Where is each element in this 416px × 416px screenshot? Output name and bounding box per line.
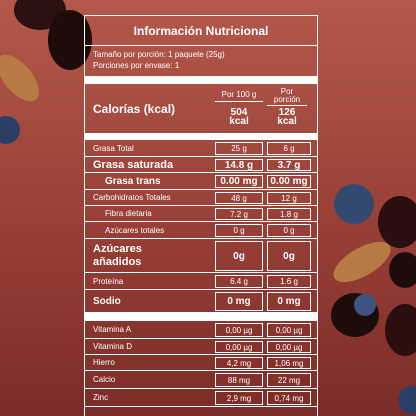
nutrient-label: Grasa Total [93, 143, 134, 153]
blueberry [354, 294, 376, 316]
row-line [85, 389, 317, 407]
col1-header: Por 100 g [215, 88, 263, 102]
nutrient-label: Zinc [93, 393, 109, 402]
value-per-100g: 2,9 mg [215, 391, 263, 405]
row-line [85, 140, 317, 157]
calories-label: Calorías (kcal) [93, 101, 176, 116]
value-per-100g: 0.00 mg [215, 175, 263, 188]
col2-calories: 126 kcal [277, 107, 297, 127]
blueberry [398, 386, 416, 414]
col2-header: Por porción [267, 86, 307, 106]
col1-calories: 504 kcal [229, 107, 249, 127]
servings: Porciones por envase: 1 [93, 61, 180, 70]
chocolate [385, 304, 416, 356]
row-line [85, 239, 317, 273]
row-line [85, 371, 317, 389]
divider-bar [85, 76, 317, 84]
row-line [85, 173, 317, 190]
row-line [85, 157, 317, 173]
value-per-serving: 1,06 mg [267, 357, 311, 369]
value-per-serving: 0.00 mg [267, 175, 311, 188]
value-per-serving: 6 g [267, 142, 311, 155]
value-per-serving: 0,74 mg [267, 391, 311, 405]
nutrient-label: Vitamina D [93, 342, 132, 351]
value-per-100g: 4,2 mg [215, 357, 263, 369]
blueberry [0, 116, 20, 144]
row-line [85, 339, 317, 355]
value-per-100g: 0g [215, 241, 263, 271]
nutrient-label: Carbohidratos Totales [93, 193, 171, 202]
nutrient-label: Azúcares añadidos [93, 243, 142, 268]
value-per-serving: 0,00 µg [267, 341, 311, 353]
nutrient-label: Grasa saturada [93, 158, 174, 171]
value-per-serving: 1.8 g [267, 208, 311, 220]
value-per-100g: 0 mg [215, 292, 263, 311]
nutrient-label: Calcio [93, 375, 116, 384]
row-line [85, 190, 317, 206]
row-line [85, 206, 317, 222]
nutrient-label: Vitamina A [93, 325, 132, 334]
nutrient-label: Grasa trans [105, 175, 161, 187]
row-line [85, 321, 317, 339]
nutrient-label: Hierro [93, 358, 115, 367]
value-per-100g: 14.8 g [215, 159, 263, 171]
row-line [85, 290, 317, 313]
value-per-serving: 0 g [267, 224, 311, 237]
title: Información Nutricional [85, 16, 317, 46]
value-per-100g: 0,00 µg [215, 341, 263, 353]
value-per-serving: 0,00 µg [267, 323, 311, 337]
almond [333, 241, 391, 283]
nutrient-label: Sodio [93, 295, 121, 307]
value-per-serving: 0g [267, 241, 311, 271]
value-per-100g: 88 mg [215, 373, 263, 387]
row-line [85, 273, 317, 290]
value-per-serving: 0 mg [267, 292, 311, 311]
nutrient-label: Proteína [93, 276, 124, 286]
value-per-100g: 48 g [215, 192, 263, 204]
value-per-serving: 1.6 g [267, 275, 311, 288]
value-per-100g: 0,00 µg [215, 323, 263, 337]
nutrient-label: Azúcares totales [105, 225, 165, 235]
value-per-serving: 22 mg [267, 373, 311, 387]
nutrition-table: Información Nutricional Tamaño por porci… [84, 15, 318, 416]
divider-bar [85, 133, 317, 140]
blueberry [334, 184, 374, 224]
value-per-serving: 12 g [267, 192, 311, 204]
almond [0, 54, 39, 102]
row-line [85, 222, 317, 239]
value-per-100g: 25 g [215, 142, 263, 155]
value-per-serving: 3.7 g [267, 159, 311, 171]
value-per-100g: 7.2 g [215, 208, 263, 220]
chocolate [48, 10, 92, 70]
value-per-100g: 0 g [215, 224, 263, 237]
value-per-100g: 6.4 g [215, 275, 263, 288]
row-line [85, 355, 317, 371]
serving-size: Tamaño por porción: 1 paquete (25g) [93, 50, 225, 59]
chocolate [378, 196, 416, 248]
nutrient-label: Fibra dietaria [105, 209, 152, 218]
divider-bar [85, 313, 317, 321]
chocolate [389, 252, 416, 288]
